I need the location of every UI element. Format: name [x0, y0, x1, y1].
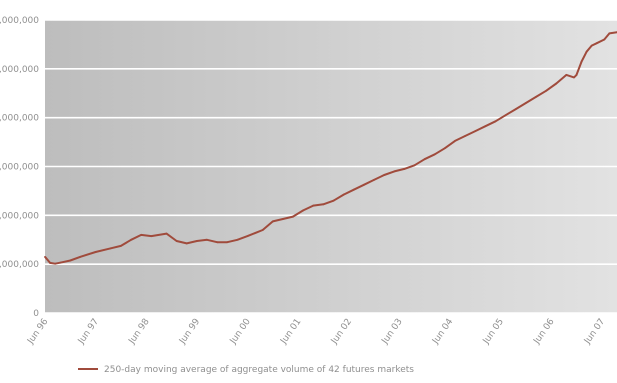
data-point — [363, 183, 365, 186]
data-point — [322, 203, 325, 206]
y-tick-label: 8,000,000 — [0, 114, 39, 124]
x-tick-label: Jun 96 — [25, 317, 50, 347]
data-point — [44, 255, 46, 258]
x-tick-label: Jun 04 — [430, 317, 455, 347]
data-point — [292, 215, 294, 218]
data-point — [175, 240, 178, 242]
data-point — [504, 114, 507, 117]
data-point — [603, 38, 606, 41]
data-point — [312, 204, 315, 207]
data-point — [454, 139, 456, 142]
data-point — [484, 125, 487, 128]
data-point — [393, 170, 396, 173]
data-point — [69, 259, 72, 262]
data-point — [302, 209, 305, 212]
y-axis-ticks: 0 2,000,000 4,000,000 6,000,000 8,000,000 10,… — [0, 16, 39, 319]
data-point — [545, 89, 548, 92]
data-point — [555, 82, 558, 85]
x-tick-label: Jun 03 — [380, 317, 405, 347]
data-point — [514, 108, 517, 111]
data-point — [59, 261, 62, 264]
data-point — [271, 220, 274, 223]
data-point — [595, 42, 598, 45]
y-tick-label: 12,000,000 — [0, 16, 39, 26]
legend: 250-day moving average of aggregate volu… — [78, 365, 414, 375]
x-tick-label: Jun 97 — [76, 317, 101, 347]
data-point — [383, 174, 386, 176]
data-point — [120, 244, 122, 247]
data-point — [565, 74, 568, 76]
series-layer — [44, 31, 617, 265]
x-tick-label: Jun 99 — [177, 317, 202, 347]
data-point — [246, 235, 249, 237]
data-point — [575, 74, 578, 76]
data-point — [443, 147, 446, 150]
y-tick-label: 6,000,000 — [0, 163, 39, 173]
data-point — [206, 238, 208, 241]
x-tick-label: Jun 02 — [329, 317, 354, 347]
data-point — [535, 96, 537, 98]
legend-label: 250-day moving average of aggregate volu… — [104, 365, 414, 375]
x-tick-label: Jun 07 — [582, 317, 607, 347]
data-point — [608, 32, 611, 35]
data-point — [433, 153, 436, 156]
data-point — [226, 241, 229, 244]
gridlines — [45, 19, 617, 314]
y-tick-label: 4,000,000 — [0, 211, 39, 221]
data-point — [403, 168, 406, 170]
x-tick-label: Jun 98 — [127, 317, 152, 347]
data-point — [342, 193, 345, 196]
data-point — [236, 238, 239, 241]
data-point — [494, 120, 497, 123]
x-axis-ticks: Jun 96 Jun 97 Jun 98 Jun 99 Jun 00 Jun 01 Jun … — [25, 317, 607, 347]
data-point — [150, 235, 153, 237]
data-point — [109, 247, 112, 250]
data-point — [94, 251, 97, 253]
data-point — [332, 199, 335, 202]
data-point — [573, 76, 575, 79]
data-point — [524, 102, 527, 104]
data-point — [79, 255, 82, 258]
y-tick-label: 10,000,000 — [0, 65, 39, 75]
y-tick-label: 2,000,000 — [0, 260, 39, 270]
data-point — [413, 164, 416, 167]
data-point — [195, 240, 198, 242]
data-point — [140, 233, 143, 236]
data-point — [49, 262, 51, 264]
data-point — [580, 60, 583, 63]
x-tick-label: Jun 06 — [532, 317, 557, 347]
y-tick-label: 0 — [33, 309, 39, 319]
x-tick-label: Jun 01 — [279, 317, 304, 347]
data-point — [352, 188, 355, 191]
x-tick-label: Jun 00 — [228, 317, 253, 347]
data-point — [216, 241, 219, 244]
data-point — [282, 218, 284, 220]
data-point — [373, 179, 375, 181]
data-point — [585, 50, 588, 53]
data-point — [464, 135, 467, 137]
data-point — [261, 229, 264, 231]
data-point — [185, 242, 188, 245]
data-point — [130, 238, 132, 241]
x-tick-label: Jun 05 — [481, 317, 506, 347]
data-point — [590, 44, 593, 47]
data-point — [474, 130, 477, 132]
data-point — [423, 158, 426, 161]
data-point — [165, 232, 168, 235]
data-point — [54, 262, 57, 265]
